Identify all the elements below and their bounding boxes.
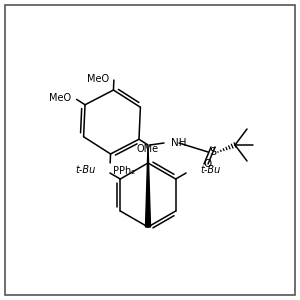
Text: MeO: MeO	[87, 74, 109, 84]
Text: OMe: OMe	[137, 144, 159, 154]
Text: t-Bu: t-Bu	[200, 165, 220, 175]
Text: O: O	[203, 159, 211, 169]
Text: PPh₂: PPh₂	[113, 166, 135, 176]
Text: NH: NH	[171, 138, 187, 148]
FancyBboxPatch shape	[5, 5, 295, 295]
Text: S: S	[209, 147, 217, 157]
Polygon shape	[146, 145, 151, 227]
Text: MeO: MeO	[50, 93, 72, 103]
Text: t-Bu: t-Bu	[76, 165, 96, 175]
